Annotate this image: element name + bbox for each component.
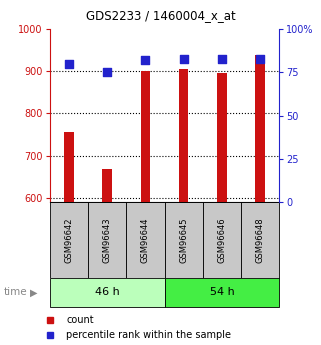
Point [219,56,224,61]
Bar [50,202,88,278]
Text: GDS2233 / 1460004_x_at: GDS2233 / 1460004_x_at [86,9,235,22]
Bar [141,71,150,202]
Bar [256,56,265,202]
Bar [126,202,164,278]
Text: GSM96646: GSM96646 [217,217,226,263]
Bar [64,131,74,202]
Bar [203,202,241,278]
Point [143,58,148,63]
Point [66,61,72,67]
Text: GSM96643: GSM96643 [103,217,112,263]
Bar [102,169,112,202]
Text: time: time [3,287,27,297]
Point [257,56,263,61]
Bar [164,278,279,307]
Bar [217,73,227,202]
Text: GSM96648: GSM96648 [256,217,265,263]
Bar [164,202,203,278]
Point [181,56,186,61]
Bar [88,202,126,278]
Bar [50,278,164,307]
Text: percentile rank within the sample: percentile rank within the sample [66,331,231,340]
Point [105,70,110,75]
Text: GSM96642: GSM96642 [65,217,74,263]
Bar [241,202,279,278]
Text: 54 h: 54 h [210,287,234,297]
Bar [179,69,188,202]
Text: GSM96645: GSM96645 [179,217,188,263]
Text: 46 h: 46 h [95,287,119,297]
Text: ▶: ▶ [30,287,37,297]
Text: count: count [66,315,94,325]
Text: GSM96644: GSM96644 [141,217,150,263]
